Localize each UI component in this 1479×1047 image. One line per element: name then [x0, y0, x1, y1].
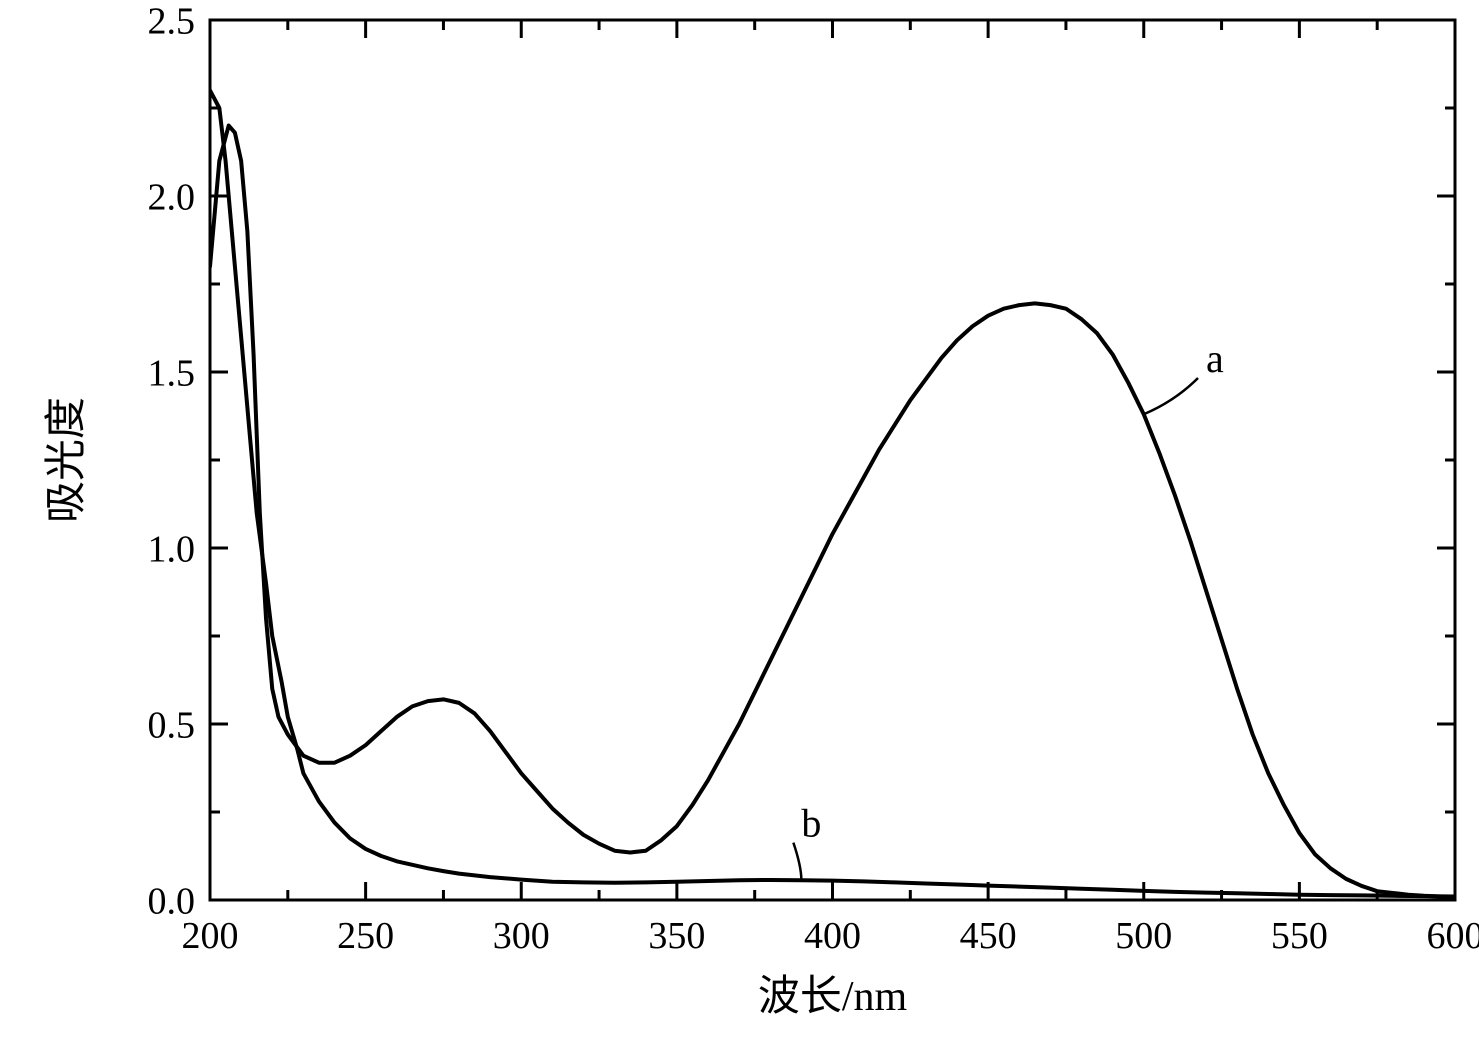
x-axis-label: 波长/nm	[758, 974, 908, 1020]
y-axis-label: 吸光度	[44, 397, 90, 523]
annotation-label-b: b	[801, 801, 821, 846]
x-tick-label: 300	[493, 915, 550, 957]
x-tick-label: 250	[337, 915, 394, 957]
annotation-label-a: a	[1206, 336, 1224, 381]
x-tick-label: 550	[1271, 915, 1328, 957]
y-tick-label: 0.0	[148, 880, 196, 922]
y-tick-label: 1.5	[148, 352, 196, 394]
x-tick-label: 350	[648, 915, 705, 957]
y-tick-label: 2.0	[148, 176, 196, 218]
chart-svg: 2002503003504004505005506000.00.51.01.52…	[0, 0, 1479, 1047]
y-tick-label: 0.5	[148, 704, 196, 746]
y-tick-label: 2.5	[148, 0, 196, 42]
x-tick-label: 400	[804, 915, 861, 957]
x-tick-label: 450	[960, 915, 1017, 957]
x-tick-label: 500	[1115, 915, 1172, 957]
x-tick-label: 600	[1427, 915, 1479, 957]
y-tick-label: 1.0	[148, 528, 196, 570]
spectrum-chart: 2002503003504004505005506000.00.51.01.52…	[0, 0, 1479, 1047]
